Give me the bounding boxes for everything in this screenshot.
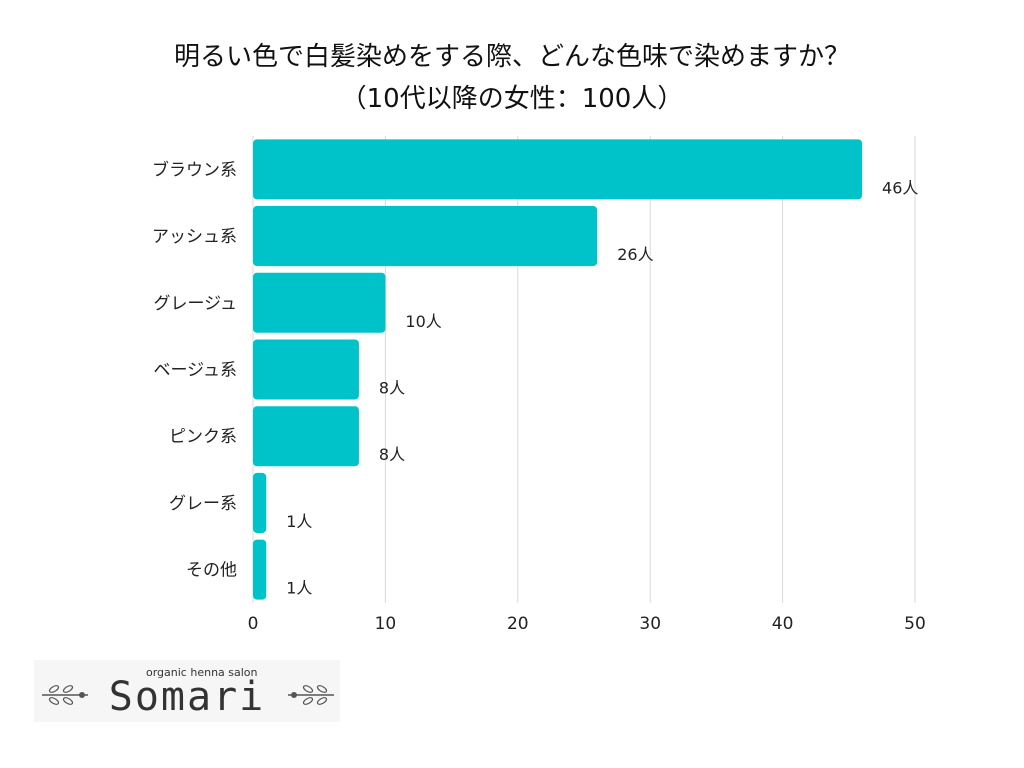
value-label: 10人 (405, 312, 441, 331)
x-tick-label: 40 (772, 614, 794, 634)
bar (253, 139, 863, 200)
chart-title: 明るい色で白髪染めをする際、どんな色味で染めますか？ （10代以降の女性：100… (0, 36, 1024, 120)
x-tick-label: 30 (639, 614, 661, 634)
bar (253, 206, 598, 267)
x-tick-label: 50 (904, 614, 926, 634)
category-label: ブラウン系 (152, 159, 237, 180)
value-label: 1人 (286, 512, 312, 531)
leaf-sprig-left-icon (42, 685, 88, 705)
value-label: 46人 (882, 178, 918, 197)
bar (253, 539, 267, 600)
value-label: 8人 (379, 445, 405, 464)
chart-title-line-2: （10代以降の女性：100人） (340, 84, 684, 114)
x-tick-label: 20 (507, 614, 529, 634)
category-label: ベージュ系 (154, 361, 237, 381)
x-tick-label: 10 (375, 614, 397, 634)
logo-name: Somari (108, 674, 266, 720)
bar (253, 339, 359, 400)
category-label: グレージュ (154, 294, 237, 314)
bar (253, 272, 386, 333)
bar (253, 406, 359, 467)
x-tick-label: 0 (248, 614, 259, 634)
bar (253, 472, 267, 533)
category-label: ピンク系 (169, 427, 237, 447)
leaf-sprig-right-icon (288, 685, 334, 705)
category-label: その他 (186, 561, 237, 581)
chart-title-line-1: 明るい色で白髪染めをする際、どんな色味で染めますか？ (173, 42, 850, 72)
logo-tagline: organic henna salon (146, 666, 258, 679)
category-label: グレー系 (169, 494, 237, 514)
value-label: 26人 (617, 245, 653, 264)
category-label: アッシュ系 (152, 227, 237, 247)
value-label: 8人 (379, 379, 405, 398)
somari-logo: organic henna salon Somari (34, 660, 340, 722)
value-label: 1人 (286, 579, 312, 598)
